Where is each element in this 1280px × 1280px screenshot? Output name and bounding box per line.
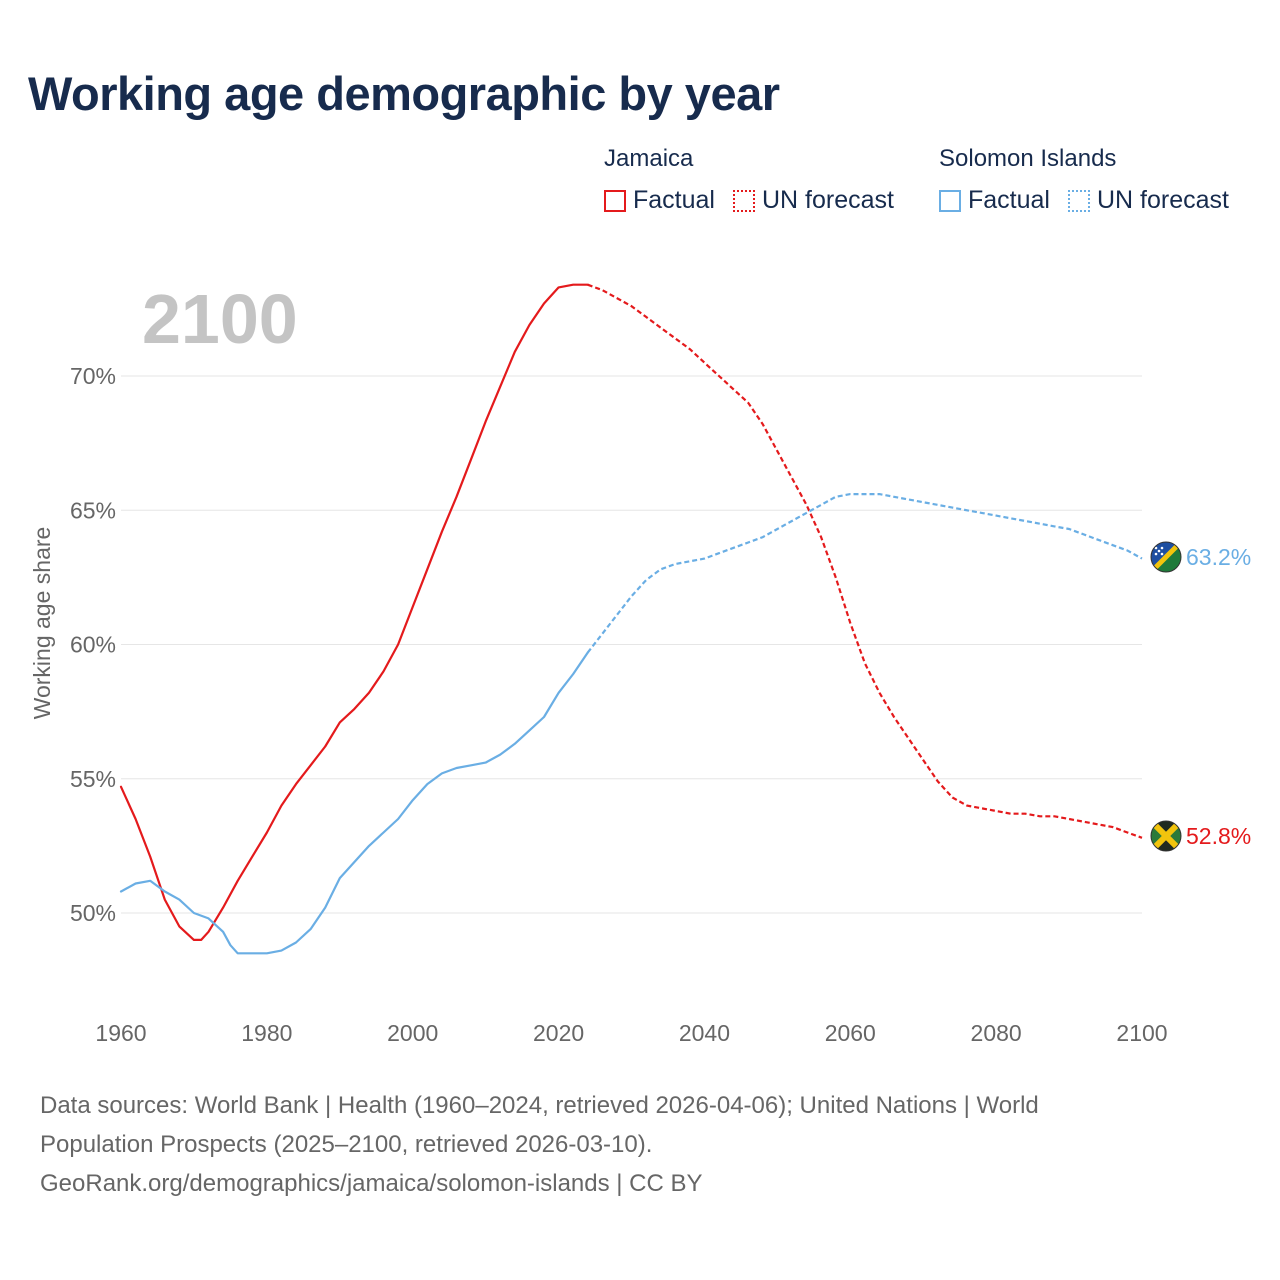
- legend-group-jamaica: Jamaica Factual UN forecast: [604, 144, 912, 215]
- legend-swatch-jamaica-forecast: [732, 189, 755, 212]
- gridlines: [121, 375, 1142, 914]
- legend-swatch-solomon-forecast: [1067, 189, 1090, 212]
- x-tick-label: 1980: [241, 1020, 292, 1046]
- y-tick-label: 55%: [70, 766, 116, 792]
- sources-line-3: GeoRank.org/demographics/jamaica/solomon…: [40, 1170, 703, 1197]
- jamaica-flag-icon: [1150, 820, 1182, 852]
- legend-country-solomon-islands: Solomon Islands: [939, 145, 1117, 172]
- y-axis-label: Working age share: [29, 527, 55, 720]
- legend-swatch-solomon-factual: [939, 189, 961, 212]
- end-label-jamaica: 52.8%: [1186, 823, 1251, 849]
- y-tick-label: 65%: [70, 497, 116, 523]
- legend-label-solomon-factual: Factual: [968, 186, 1050, 214]
- sources-line-1: Data sources: World Bank | Health (1960–…: [40, 1092, 1039, 1119]
- legend-label-solomon-forecast: UN forecast: [1096, 186, 1229, 214]
- legend-label-jamaica-factual: Factual: [633, 186, 715, 214]
- x-tick-label: 2000: [387, 1020, 438, 1046]
- x-tick-label: 2060: [825, 1020, 876, 1046]
- year-watermark: 2100: [142, 280, 298, 358]
- solomon-islands-flag-icon: [1150, 541, 1182, 573]
- y-axis-ticks: 50% 55% 60% 65% 70%: [70, 363, 116, 926]
- series-line-jamaica-factual: [119, 283, 589, 941]
- end-label-solomon-islands: 63.2%: [1186, 544, 1251, 570]
- x-tick-label: 2040: [679, 1020, 730, 1046]
- series-layer: [119, 283, 1143, 955]
- chart-title: Working age demographic by year: [28, 67, 780, 120]
- sources-line-2: Population Prospects (2025–2100, retriev…: [40, 1131, 653, 1158]
- y-tick-label: 50%: [70, 900, 116, 926]
- x-tick-label: 2080: [971, 1020, 1022, 1046]
- x-tick-label: 1960: [95, 1020, 146, 1046]
- legend-group-solomon-islands: Solomon Islands Factual UN forecast: [939, 144, 1229, 215]
- series-line-jamaica-forecast: [587, 283, 1143, 839]
- y-tick-label: 70%: [70, 363, 116, 389]
- x-axis-ticks: 1960 1980 2000 2020 2040 2060 2080 2100: [95, 1020, 1167, 1046]
- line-chart: 2100 50% 55% 60% 65% 70% 1960 1980 2000 2020 204…: [29, 280, 1251, 1046]
- legend-swatch-jamaica-factual: [604, 189, 626, 212]
- legend-country-jamaica: Jamaica: [604, 145, 694, 172]
- series-line-solomon-islands-forecast: [586, 493, 1143, 654]
- series-line-solomon-islands-factual: [119, 651, 589, 955]
- x-tick-label: 2100: [1116, 1020, 1167, 1046]
- y-tick-label: 60%: [70, 632, 116, 658]
- x-tick-label: 2020: [533, 1020, 584, 1046]
- legend-label-jamaica-forecast: UN forecast: [761, 186, 894, 214]
- data-sources-note: Data sources: World Bank | Health (1960–…: [40, 1086, 1220, 1203]
